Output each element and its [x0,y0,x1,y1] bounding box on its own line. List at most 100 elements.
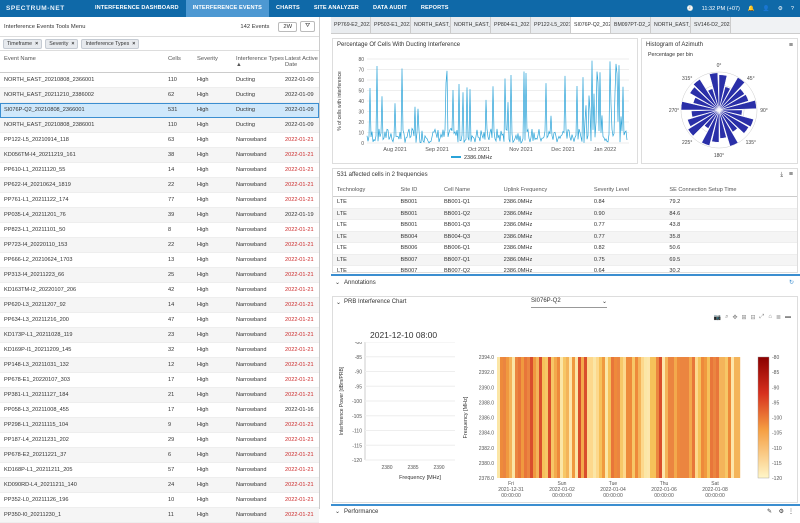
time-display[interactable]: 11:32 PM (+07) [701,5,740,12]
cell-select[interactable]: SI076P-Q2 ⌄ [531,298,607,308]
autoscale-icon[interactable]: ⤢ [759,314,765,320]
event-tab[interactable]: PP503-E1_2022...× [371,17,411,33]
nav-item-interference-dashboard[interactable]: INTERFERENCE DASHBOARD [95,5,179,11]
table-row[interactable]: LTE BB001 BB001-Q2 2386.0MHz 0.90 84.6 [333,208,797,220]
col-cells[interactable]: Cells [168,56,181,62]
table-row[interactable]: PP622-I4_20210624_1819 22 High Narrowband 20… [0,178,319,193]
table-row[interactable]: PP723-I4_20220110_153 22 High Narrowband 202… [0,238,319,253]
menu-icon[interactable]: ≡ [788,171,793,178]
filter-chip-timeframe[interactable]: Timeframe × [3,38,43,49]
event-tab[interactable]: PP804-E1_2021...× [491,17,531,33]
col-event-name[interactable]: Event Name [4,56,36,62]
event-tab[interactable]: NORTH_EAST_2...× [451,17,491,33]
table-row[interactable]: KD169P-I1_20211209_145 32 High Narrowband 20… [0,343,319,358]
reset-axes-icon[interactable]: ⌂ [768,314,772,320]
table-row[interactable]: PP678-E2_20211221_37 6 High Narrowband 2022-… [0,448,319,463]
table-row[interactable]: PP187-L4_20211231_202 29 High Narrowband 202… [0,433,319,448]
close-icon[interactable]: × [132,40,136,47]
event-tab[interactable]: BM097PT-D2_2...× [611,17,651,33]
spike-icon[interactable]: ≣ [775,315,781,321]
table-row[interactable]: KD056TM-I4_20211219_161 38 High Narrowband 2… [0,148,319,163]
nav-item-interference-events[interactable]: INTERFERENCE EVENTS [185,0,269,17]
cells-col-header[interactable]: SE Connection Setup Time [665,184,797,197]
table-row[interactable]: KD163TM-I2_20220107_206 42 High Narrowband 2… [0,283,319,298]
more-icon[interactable]: ⋮ [788,509,794,515]
table-row[interactable]: NORTH_EAST_20210808_2366001 110 High Ductin… [0,73,319,88]
performance-bar[interactable]: ⌄ Performance ✎ ⚙ ⋮ [331,504,800,517]
cells-col-header[interactable]: Technology [333,184,397,197]
table-row[interactable]: PP058-L3_20211008_455 17 High Narrowband 202… [0,403,319,418]
table-row[interactable]: LTE BB001 BB001-Q1 2386.0MHz 0.84 79.2 [333,196,797,209]
col-severity[interactable]: Severity [197,56,218,62]
menu-icon[interactable]: ≡ [788,42,793,49]
table-row[interactable]: KD173P-L1_20211028_119 23 High Narrowband 20… [0,328,319,343]
event-tab[interactable]: PP122-L5_2021...× [531,17,571,33]
filter-chip-interference-types[interactable]: Interference Types × [81,38,140,49]
nav-item-charts[interactable]: CHARTS [275,5,300,11]
table-row[interactable]: PP620-L3_20211207_92 14 High Narrowband 2022… [0,298,319,313]
table-row[interactable]: PP610-L1_20211120_55 14 High Narrowband 2022… [0,163,319,178]
table-row[interactable]: PP148-L3_20211031_132 12 High Narrowband 202… [0,358,319,373]
zoom-out-icon[interactable]: ⊟ [750,315,756,321]
table-row[interactable]: LTE BB001 BB001-Q3 2386.0MHz 0.77 43.8 [333,219,797,232]
gear-icon[interactable]: ⚙ [777,5,783,12]
table-row[interactable]: PP298-L1_20211115_104 9 High Narrowband 2022… [0,418,319,433]
filter-icon[interactable]: ⛛ [300,21,315,32]
pan-icon[interactable]: ✥ [732,315,738,321]
table-row[interactable]: KD168P-L1_20211211_205 57 High Narrowband 20… [0,463,319,478]
nav-item-site-analyzer[interactable]: SITE ANALYZER [313,5,359,11]
cells-col-header[interactable]: Severity Level [589,184,666,197]
nav-item-reports[interactable]: REPORTS [420,5,449,11]
settings-icon[interactable]: ⚙ [778,509,784,515]
table-row[interactable]: PP666-L2_20210624_1703 13 High Narrowband 20… [0,253,319,268]
clock-icon[interactable]: 🕘 [686,5,694,12]
table-row[interactable]: LTE BB007 BB007-Q1 2386.0MHz 0.75 69.5 [333,254,797,266]
table-row[interactable]: PP122-L5_20210914_118 63 High Narrowband 202… [0,133,319,148]
close-icon[interactable]: × [35,40,39,47]
cells-col-header[interactable]: Cell Name [439,184,500,197]
zoom-in-icon[interactable]: ⊞ [741,315,747,321]
table-row[interactable]: PP823-L1_20211101_50 8 High Narrowband 2022-… [0,223,319,238]
close-icon[interactable]: × [71,40,75,47]
cells-col-header[interactable]: Site ID [396,184,440,197]
chevron-down-icon[interactable]: ⌄ [335,280,341,286]
cells-col-header[interactable]: Uplink Frequency [499,184,590,197]
table-row[interactable]: LTE BB006 BB006-Q1 2386.0MHz 0.82 50.6 [333,242,797,255]
table-row[interactable]: PP350-I0_20211230_1 11 High Narrowband 2022-… [0,508,319,523]
range-button[interactable]: 2W [278,21,298,32]
edit-icon[interactable]: ✎ [766,509,772,515]
col-interference-types[interactable]: Interference Types ▲ [236,56,285,68]
table-row[interactable]: PP634-L3_20211216_200 47 High Narrowband 202… [0,313,319,328]
chevron-down-icon[interactable]: ⌄ [336,300,342,306]
user-icon[interactable]: 👤 [762,5,770,12]
col-latest-active-date[interactable]: Latest Active Date [285,56,318,68]
table-row[interactable]: PP035-L4_20211201_76 39 High Narrowband 2022… [0,208,319,223]
bell-icon[interactable]: 🔔 [747,5,755,12]
table-row[interactable]: NORTH_EAST_20211210_2386002 62 High Ducting… [0,88,319,103]
table-row[interactable]: PP313-I4_20211223_66 25 High Narrowband 2022… [0,268,319,283]
filter-chip-severity[interactable]: Severity × [45,38,79,49]
event-tab[interactable]: NORTH_EAST_2...× [651,17,691,33]
zoom-icon[interactable]: ⌕ [725,314,729,320]
table-row[interactable]: LTE BB004 BB004-Q3 2386.0MHz 0.77 35.8 [333,231,797,243]
event-tab[interactable]: SI076P-Q2_202...× [571,17,611,33]
table-row[interactable]: PP761-L1_20211122_174 77 High Narrowband 202… [0,193,319,208]
nav-item-data-audit[interactable]: DATA AUDIT [372,5,407,11]
camera-icon[interactable]: 📷 [713,315,722,321]
table-row[interactable]: PP381-L1_20211127_184 21 High Narrowband 202… [0,388,319,403]
annotations-bar[interactable]: ⌄ Annotations ↻ [331,274,800,289]
events-tools-title[interactable]: Interference Events Tools Menu [4,23,86,30]
table-row[interactable]: NORTH_EAST_20210808_2386001 110 High Ductin… [0,118,319,133]
event-tab[interactable]: NORTH_EAST_2...× [411,17,451,33]
table-row[interactable]: KD090RD-L4_20211211_140 24 High Narrowband 2… [0,478,319,493]
help-icon[interactable]: ? [790,5,794,12]
refresh-icon[interactable]: ↻ [788,280,794,286]
hover-icon[interactable]: ▬ [785,314,791,320]
table-row[interactable]: PP352-L0_20211126_196 10 High Narrowband 202… [0,493,319,508]
table-row[interactable]: PP678-E1_20220107_303 17 High Narrowband 202… [0,373,319,388]
event-tab[interactable]: SV146-D2_2022...× [691,17,731,33]
event-tab[interactable]: PP769-E2_2022...× [331,17,371,33]
download-icon[interactable]: ⤓ [780,172,783,178]
chevron-down-icon[interactable]: ⌄ [335,509,341,515]
table-row[interactable]: SI076P-Q2_20210808_2366001 531 High Ducting… [0,103,319,118]
